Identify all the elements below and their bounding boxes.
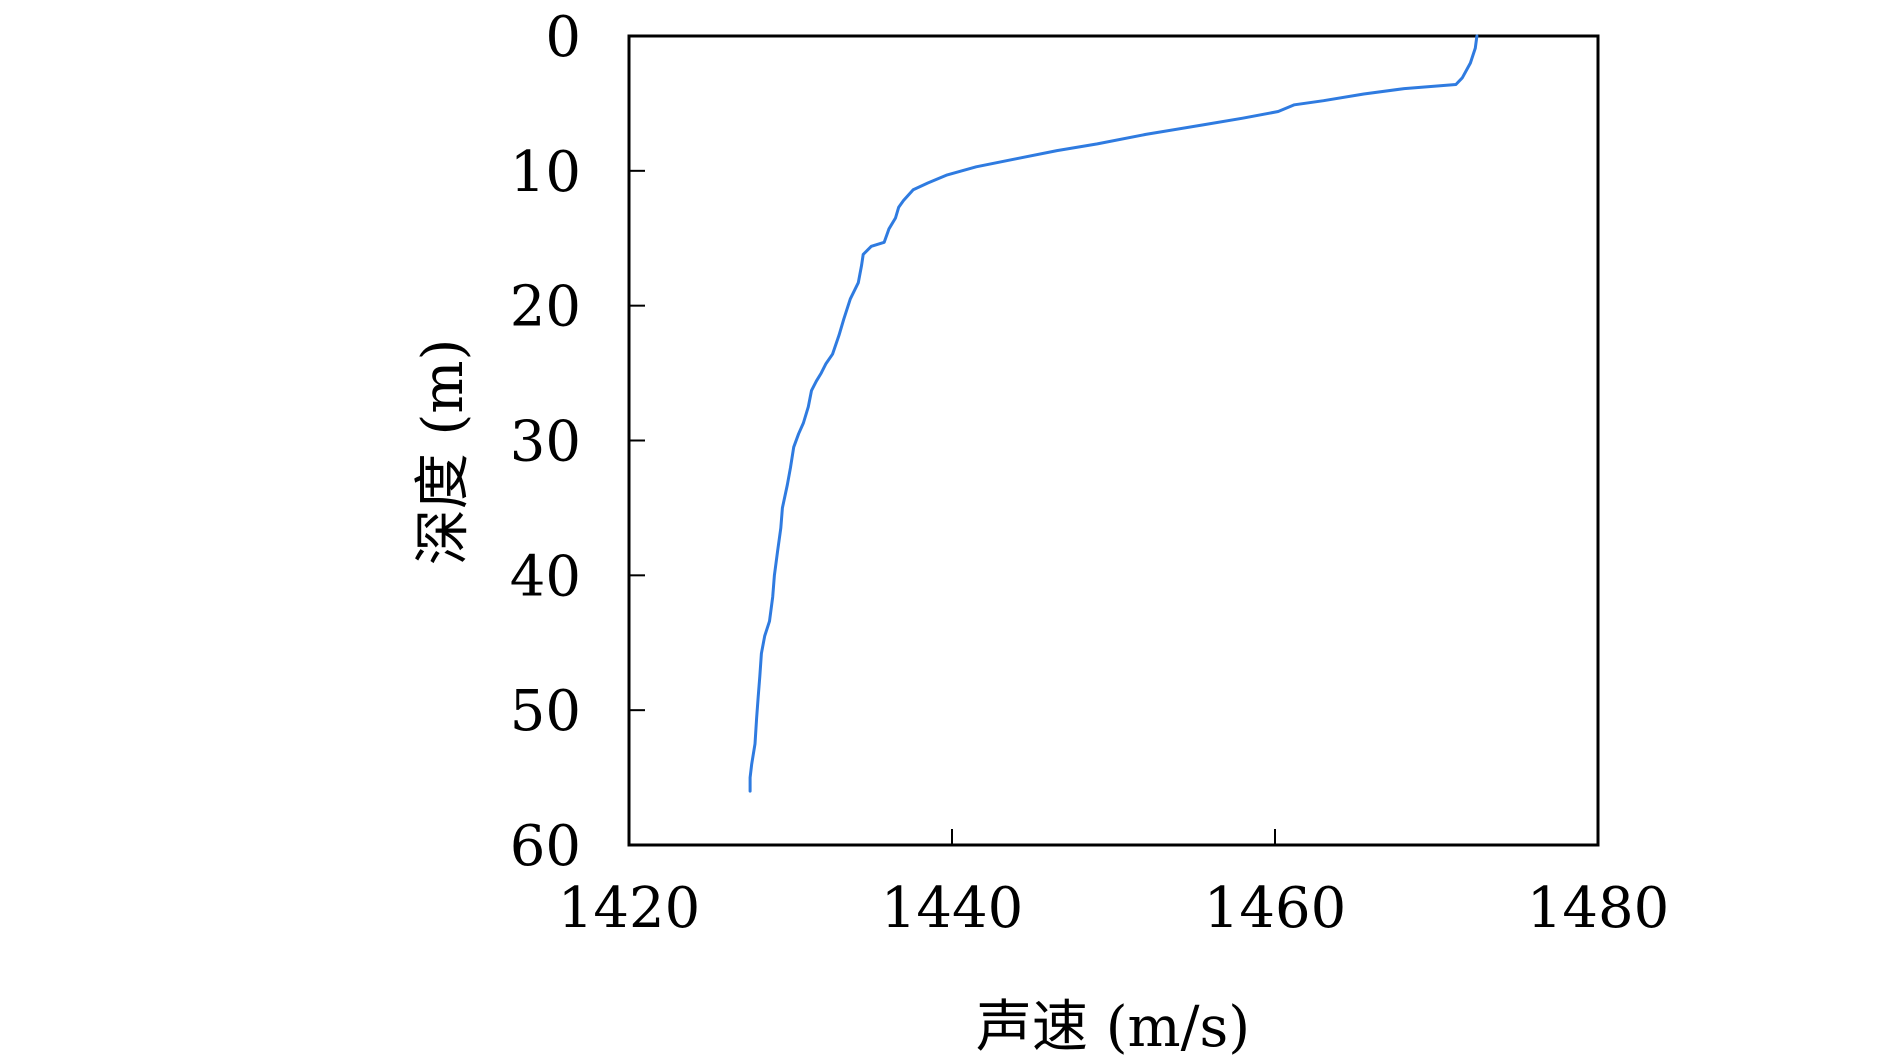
y-axis: 0 10 20 30 40 50 60 <box>510 5 645 879</box>
x-tick-label: 1420 <box>558 876 701 941</box>
y-tick-label: 40 <box>510 544 581 609</box>
x-axis: 1420 1440 1460 1480 <box>558 829 1670 941</box>
y-tick-label: 60 <box>510 814 581 879</box>
y-tick-label: 20 <box>510 275 581 340</box>
y-axis-title: 深度 (m) <box>411 339 476 566</box>
plot-frame <box>627 34 1600 847</box>
x-tick-label: 1480 <box>1527 876 1670 941</box>
plot-area <box>627 34 1600 847</box>
x-axis-title: 声速 (m/s) <box>976 995 1250 1060</box>
y-tick-label: 50 <box>510 679 581 744</box>
x-tick-label: 1460 <box>1204 876 1347 941</box>
y-tick-label: 0 <box>545 5 581 70</box>
sound-speed-series-line <box>748 34 1479 793</box>
x-tick-label: 1440 <box>881 876 1024 941</box>
y-tick-label: 10 <box>510 140 581 205</box>
y-tick-label: 30 <box>510 410 581 475</box>
